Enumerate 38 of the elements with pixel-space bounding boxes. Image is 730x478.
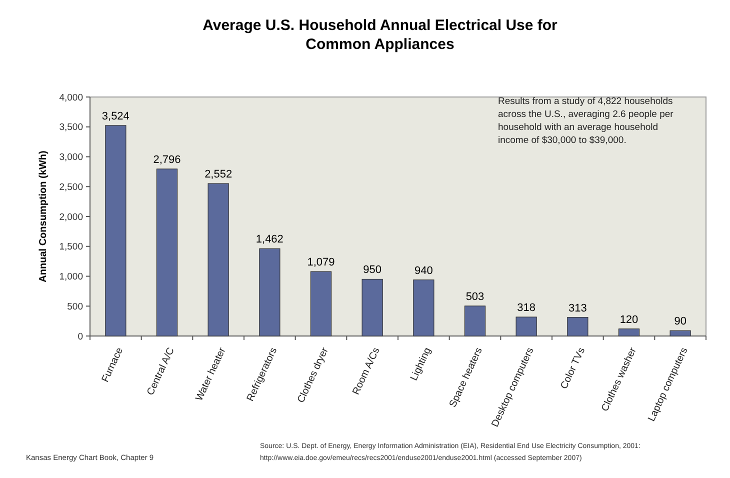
annotation: Results from a study of 4,822 households across the U.S., averaging 2.6 people per household with an average household income of $30,000 to $39,000. xyxy=(498,96,674,146)
y-tick-label: 1,500 xyxy=(59,242,83,253)
y-tick-label: 2,500 xyxy=(59,182,83,193)
data-label: 318 xyxy=(517,302,536,314)
y-tick-label: 1,000 xyxy=(59,272,83,283)
bar xyxy=(362,278,383,336)
bar xyxy=(618,328,640,336)
data-label: 1,079 xyxy=(307,256,335,269)
x-tick-label: Room A/Cs xyxy=(350,346,382,397)
y-tick-label: 3,000 xyxy=(59,152,83,164)
bar xyxy=(670,330,691,336)
chart-title: Average U.S. Household Annual Electrical Use for Common Appliances xyxy=(202,17,558,53)
data-label: 313 xyxy=(568,302,587,314)
data-label: 1,462 xyxy=(256,234,284,246)
bar xyxy=(208,183,229,336)
bar xyxy=(516,316,537,336)
bar xyxy=(567,317,588,336)
data-label: 940 xyxy=(414,264,433,277)
data-label: 950 xyxy=(363,264,382,276)
y-tick-label: 4,000 xyxy=(59,92,83,104)
y-tick-label: 500 xyxy=(67,301,83,312)
bar xyxy=(156,168,178,336)
bar xyxy=(310,271,332,336)
data-label: 120 xyxy=(620,314,638,326)
y-tick-label: 2,000 xyxy=(59,212,83,223)
data-label: 3,524 xyxy=(102,110,130,122)
y-tick-label: 3,500 xyxy=(59,122,83,134)
data-label: 90 xyxy=(674,316,686,328)
data-label: 2,796 xyxy=(153,154,181,166)
data-label: 503 xyxy=(466,290,484,303)
bar xyxy=(105,125,126,336)
y-tick-label: 0 xyxy=(78,331,83,342)
bar xyxy=(413,280,434,336)
bar xyxy=(259,248,280,336)
x-tick-label: Color TVs xyxy=(558,346,588,391)
y-axis-title: Annual Consumption (kWh) xyxy=(38,150,49,282)
bar xyxy=(464,306,486,336)
data-label: 2,552 xyxy=(204,168,232,181)
